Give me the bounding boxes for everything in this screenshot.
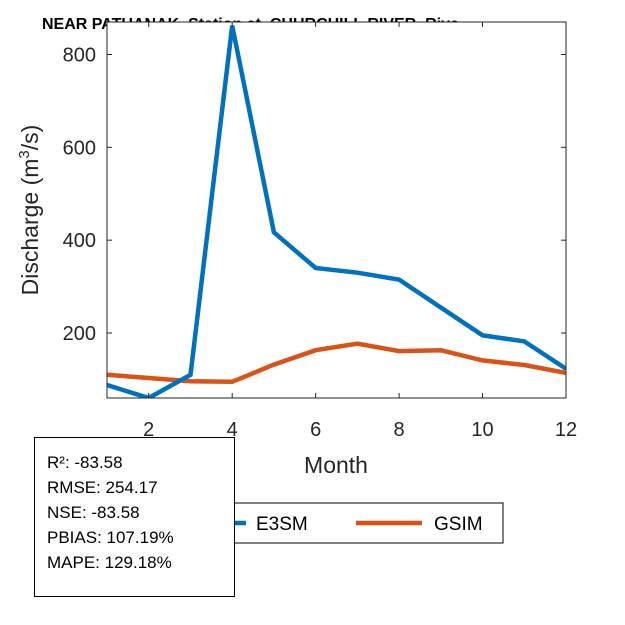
y-axis-label: Discharge (m3/s) <box>16 125 43 296</box>
y-tick-label: 200 <box>63 323 96 345</box>
stat-pbias: PBIAS: 107.19% <box>47 528 174 547</box>
stat-mape: MAPE: 129.18% <box>47 553 172 572</box>
legend-label-e3sm: E3SM <box>256 514 308 535</box>
y-tick-label: 800 <box>63 44 96 66</box>
x-tick-label: 6 <box>310 419 321 441</box>
x-tick-label: 4 <box>227 419 238 441</box>
legend-box <box>199 502 504 544</box>
series-line-e3sm <box>107 25 566 398</box>
x-tick-label: 8 <box>394 419 405 441</box>
stat-nse: NSE: -83.58 <box>47 503 140 522</box>
stats-box: R²: -83.58 RMSE: 254.17 NSE: -83.58 PBIA… <box>34 437 235 597</box>
stat-r2: R²: -83.58 <box>47 453 123 472</box>
x-tick-label: 12 <box>555 419 577 441</box>
legend-label-gsim: GSIM <box>434 514 483 535</box>
y-tick-label: 400 <box>63 230 96 252</box>
x-axis-label: Month <box>304 452 368 478</box>
plot-frame <box>106 21 567 399</box>
y-tick-label: 600 <box>63 137 96 159</box>
legend: E3SM GSIM <box>199 502 504 544</box>
x-tick-label: 10 <box>471 419 493 441</box>
x-tick-label: 2 <box>143 419 154 441</box>
stat-rmse: RMSE: 254.17 <box>47 478 158 497</box>
plot-area <box>107 22 566 398</box>
